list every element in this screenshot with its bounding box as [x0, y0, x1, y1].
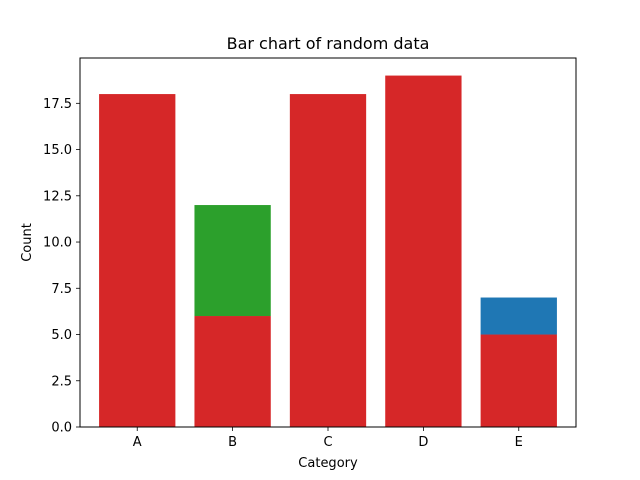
bar-e-segment-5	[480, 334, 557, 427]
x-axis-label: Category	[298, 456, 358, 471]
y-axis-label: Count	[20, 223, 35, 262]
bar-b-segment-2	[194, 205, 271, 317]
x-axis: A B C D E	[133, 427, 523, 450]
bar-c-segment-3	[289, 94, 367, 427]
y-tick-label-6: 15.0	[43, 143, 72, 158]
bar-e-segment-6	[480, 297, 557, 335]
y-tick-label-0: 0.0	[51, 421, 72, 436]
x-tick-label-d: D	[418, 435, 428, 450]
y-tick-label-3: 7.5	[51, 282, 72, 297]
bar-b-segment-1	[194, 316, 271, 427]
bars-group	[99, 75, 557, 428]
bar-a-segment-0	[99, 94, 176, 427]
x-tick-label-a: A	[133, 435, 142, 450]
chart-title: Bar chart of random data	[227, 34, 430, 53]
bar-d-segment-4	[385, 75, 462, 428]
y-tick-label-7: 17.5	[43, 97, 72, 112]
x-tick-label-e: E	[515, 435, 523, 450]
y-tick-label-1: 2.5	[51, 374, 72, 389]
y-tick-label-5: 12.5	[43, 189, 72, 204]
x-tick-label-c: C	[323, 435, 332, 450]
y-axis: 0.0 2.5 5.0 7.5 10.0 12.5 15.0 17.5	[43, 97, 80, 436]
y-tick-label-4: 10.0	[43, 236, 72, 251]
y-tick-label-2: 5.0	[51, 328, 72, 343]
x-tick-label-b: B	[228, 435, 237, 450]
